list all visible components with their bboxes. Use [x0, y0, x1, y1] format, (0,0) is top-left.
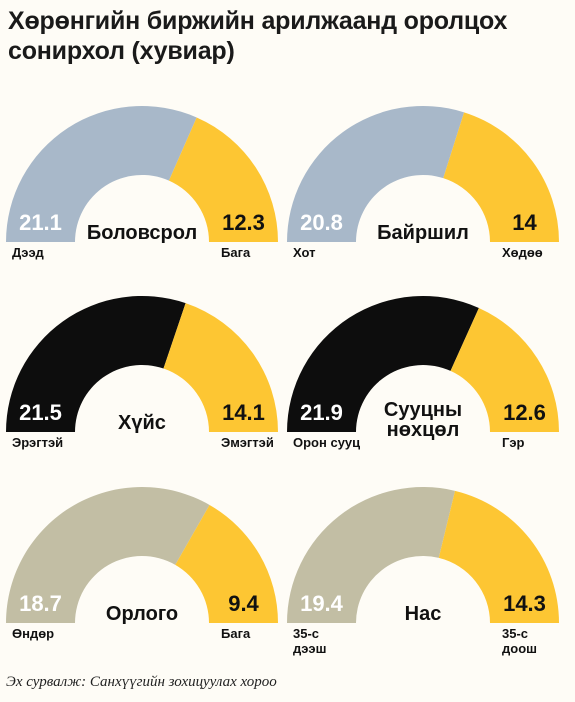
category-label-right: Бага — [221, 245, 251, 260]
slice-left — [287, 105, 465, 242]
slice-right — [443, 112, 559, 242]
category-label-left: 35-с дээш — [293, 626, 326, 656]
center-label: Орлого — [106, 603, 178, 625]
title-line-2: сонирхол (хувиар) — [8, 37, 235, 65]
chart-title: Хөрөнгийн биржийн арилжаанд оролцох сони… — [8, 6, 528, 66]
value-label-left: 21.5 — [19, 400, 62, 425]
center-label-line: Орлого — [106, 603, 178, 625]
value-label-right: 14.1 — [222, 400, 265, 425]
slice-right — [175, 504, 278, 623]
value-label-right: 9.4 — [228, 591, 259, 616]
center-label: Боловсрол — [87, 222, 197, 244]
category-label-line: Гэр — [502, 435, 525, 450]
category-label-line: Өндөр — [12, 626, 54, 641]
category-label-line: 35-с — [293, 626, 319, 641]
category-label-line: Орон сууц — [293, 435, 360, 450]
category-label-line: доош — [502, 641, 537, 656]
category-label-line: Бага — [221, 245, 251, 260]
donut-chart-4: 21.9 12.6 Сууцны нөхцөл Орон сууц Гэр — [287, 295, 559, 450]
value-label-left: 19.4 — [300, 591, 344, 616]
donut-chart-1: 21.1 12.3 Боловсрол Дээд Бага — [6, 105, 278, 260]
slice-right — [163, 303, 278, 432]
slice-left — [287, 295, 479, 432]
category-label-left: Дээд — [12, 245, 44, 260]
slice-right — [168, 117, 278, 242]
category-label-right: Гэр — [502, 435, 525, 450]
slice-left — [6, 296, 186, 432]
donut-chart-2: 20.8 14 Байршил Хот Хөдөө — [287, 105, 559, 260]
category-label-line: Хот — [293, 245, 315, 260]
category-label-right: Хөдөө — [502, 245, 543, 260]
donut-chart-5: 18.7 9.4 Орлого Өндөр Бага — [6, 487, 278, 641]
category-label-line: Эмэгтэй — [221, 435, 274, 450]
category-label-left: Хот — [293, 245, 315, 260]
center-label-line: Байршил — [377, 222, 469, 244]
category-label-line: Бага — [221, 626, 251, 641]
category-label-right: 35-с доош — [502, 626, 537, 656]
center-label-line: нөхцөл — [387, 419, 460, 441]
category-label-line: 35-с — [502, 626, 528, 641]
center-label: Нас — [405, 603, 442, 625]
source-note: Эх сурвалж: Санхүүгийн зохицуулах хороо — [6, 674, 277, 690]
value-label-right: 14.3 — [503, 591, 546, 616]
value-label-left: 21.9 — [300, 400, 343, 425]
value-label-right: 14 — [512, 210, 537, 235]
slice-left — [6, 487, 210, 623]
center-label-line: Нас — [405, 603, 442, 625]
slice-right — [450, 308, 559, 432]
value-label-left: 21.1 — [19, 210, 62, 235]
slice-left — [287, 487, 456, 623]
category-label-right: Эмэгтэй — [221, 435, 274, 450]
center-label: Сууцны нөхцөл — [384, 399, 462, 441]
category-label-left: Орон сууц — [293, 435, 360, 450]
center-label-line: Сууцны — [384, 399, 462, 421]
center-label-line: Боловсрол — [87, 222, 197, 244]
center-label: Хүйс — [118, 412, 166, 434]
title-line-1: Хөрөнгийн биржийн арилжаанд оролцох — [8, 7, 508, 35]
slice-left — [6, 105, 197, 242]
category-label-right: Бага — [221, 626, 251, 641]
category-label-line: Эрэгтэй — [12, 435, 63, 450]
value-label-left: 18.7 — [19, 591, 62, 616]
category-label-line: Хөдөө — [502, 245, 543, 260]
center-label-line: Хүйс — [118, 412, 166, 434]
donut-chart-3: 21.5 14.1 Хүйс Эрэгтэй Эмэгтэй — [6, 296, 278, 450]
value-label-right: 12.3 — [222, 210, 265, 235]
category-label-left: Эрэгтэй — [12, 435, 63, 450]
category-label-line: дээш — [293, 641, 326, 656]
center-label: Байршил — [377, 222, 469, 244]
value-label-right: 12.6 — [503, 400, 546, 425]
category-label-line: Дээд — [12, 245, 44, 260]
category-label-left: Өндөр — [12, 626, 54, 641]
slice-right — [438, 490, 559, 623]
value-label-left: 20.8 — [300, 210, 343, 235]
